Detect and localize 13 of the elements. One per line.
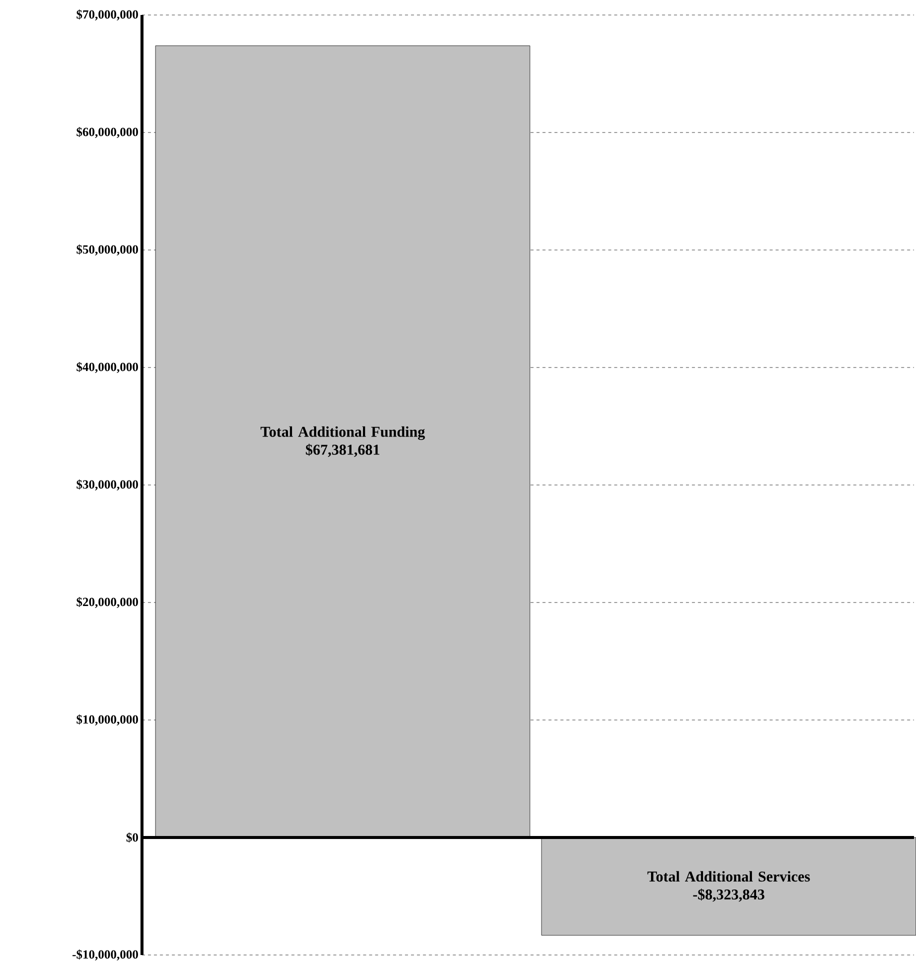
y-tick-label: $20,000,000 [76,597,138,608]
y-tick-label: $70,000,000 [76,10,138,20]
x-tick-label: Total Additional Services [647,871,810,882]
y-tick-label: $60,000,000 [76,127,138,138]
data-label: $67,381,681 [306,444,380,457]
y-tick-label: $30,000,000 [76,480,138,490]
data-label: -$8,323,843 [693,888,764,902]
x-tick-label: Total Additional Funding [260,426,425,440]
y-tick-label: $10,000,000 [76,714,138,726]
y-tick-label: -$10,000,000 [72,950,138,960]
y-tick-label: $40,000,000 [76,362,138,373]
y-tick-label: $0 [126,832,138,842]
y-tick-label: $50,000,000 [76,244,138,256]
